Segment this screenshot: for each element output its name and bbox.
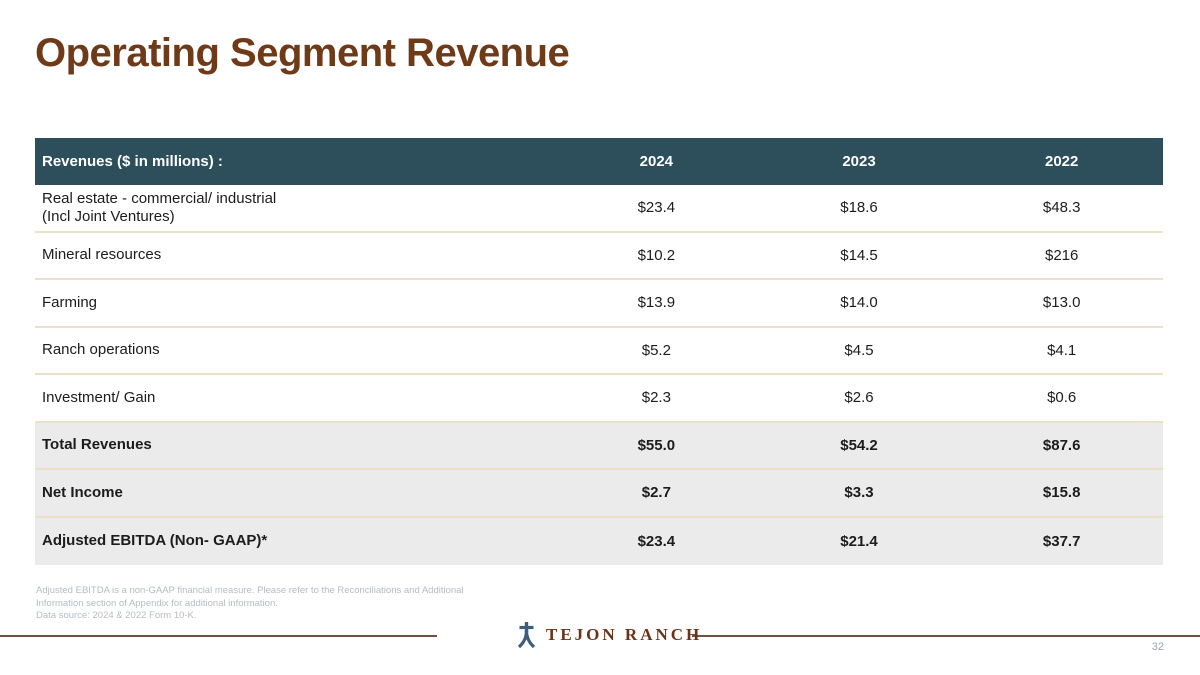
table-row-investment-gain: Investment/ Gain $2.3 $2.6 $0.6 (35, 375, 1163, 423)
cell-value: $15.8 (1042, 484, 1081, 502)
cell-value: $3.3 (844, 484, 874, 502)
logo-text: TEJON RANCH (546, 625, 703, 644)
header-year-2024: 2024 (639, 153, 674, 170)
footnote: Adjusted EBITDA is a non-GAAP financial … (36, 585, 464, 623)
header-year-2022: 2022 (1044, 153, 1079, 170)
cell-value: $4.1 (1047, 341, 1077, 359)
cell-value: $87.6 (1042, 436, 1081, 454)
row-label: Adjusted EBITDA (Non- GAAP)* (42, 532, 268, 550)
cell-value: $13.0 (1042, 294, 1081, 312)
cell-value: $14.5 (840, 246, 878, 264)
page-number: 32 (1151, 641, 1164, 653)
cell-value: $21.4 (840, 532, 878, 550)
row-label: Real estate - commercial/ industrial (In… (42, 189, 277, 225)
row-label: Mineral resources (42, 246, 162, 264)
row-label: Farming (42, 293, 98, 311)
revenue-table: Revenues ($ in millions) : 2024 2023 202… (35, 138, 1163, 565)
cell-value: $13.9 (637, 294, 676, 312)
table-header-row: Revenues ($ in millions) : 2024 2023 202… (35, 138, 1163, 185)
cell-value: $216 (1044, 246, 1079, 264)
row-label: Ranch operations (42, 341, 160, 359)
cell-value: $18.6 (840, 199, 878, 217)
page-title: Operating Segment Revenue (35, 31, 570, 75)
cell-value: $23.4 (637, 532, 676, 550)
row-label: Total Revenues (42, 436, 152, 454)
cell-value: $4.5 (844, 341, 874, 359)
cell-value: $2.6 (844, 389, 874, 407)
table-row-farming: Farming $13.9 $14.0 $13.0 (35, 280, 1163, 328)
cell-value: $0.6 (1047, 389, 1077, 407)
header-year-2023: 2023 (842, 153, 876, 170)
cell-value: $37.7 (1042, 532, 1081, 550)
footer-divider-right (692, 635, 1200, 637)
footnote-line: Information section of Appendix for addi… (36, 597, 278, 609)
footer-divider-left (0, 635, 437, 637)
cell-value: $2.7 (641, 484, 671, 502)
cell-value: $2.3 (641, 389, 671, 407)
table-row-net-income: Net Income $2.7 $3.3 $15.8 (35, 470, 1163, 518)
table-row-ranch-operations: Ranch operations $5.2 $4.5 $4.1 (35, 327, 1163, 375)
footnote-line: Adjusted EBITDA is a non-GAAP financial … (36, 585, 464, 596)
cell-value: $10.2 (637, 246, 676, 264)
tejon-ranch-logo: TEJON RANCH (516, 620, 702, 650)
cell-value: $14.0 (840, 294, 878, 312)
cell-value: $55.0 (637, 436, 676, 454)
row-label: Net Income (42, 483, 123, 501)
table-row-total-revenues: Total Revenues $55.0 $54.2 $87.6 (35, 422, 1163, 470)
cell-value: $48.3 (1042, 199, 1081, 217)
header-revenues-label: Revenues ($ in millions) : (42, 152, 223, 170)
table-row-mineral-resources: Mineral resources $10.2 $14.5 $216 (35, 232, 1163, 280)
cell-value: $54.2 (840, 436, 878, 454)
tejon-ranch-cross-brand-icon (516, 620, 537, 650)
footnote-line: Data source: 2024 & 2022 Form 10-K. (36, 610, 197, 621)
row-label: Investment/ Gain (42, 388, 156, 406)
table-row-adjusted-ebitda: Adjusted EBITDA (Non- GAAP)* $23.4 $21.4… (35, 517, 1163, 565)
table-row-real-estate: Real estate - commercial/ industrial (In… (35, 185, 1163, 233)
cell-value: $23.4 (637, 199, 676, 217)
cell-value: $5.2 (641, 341, 671, 359)
